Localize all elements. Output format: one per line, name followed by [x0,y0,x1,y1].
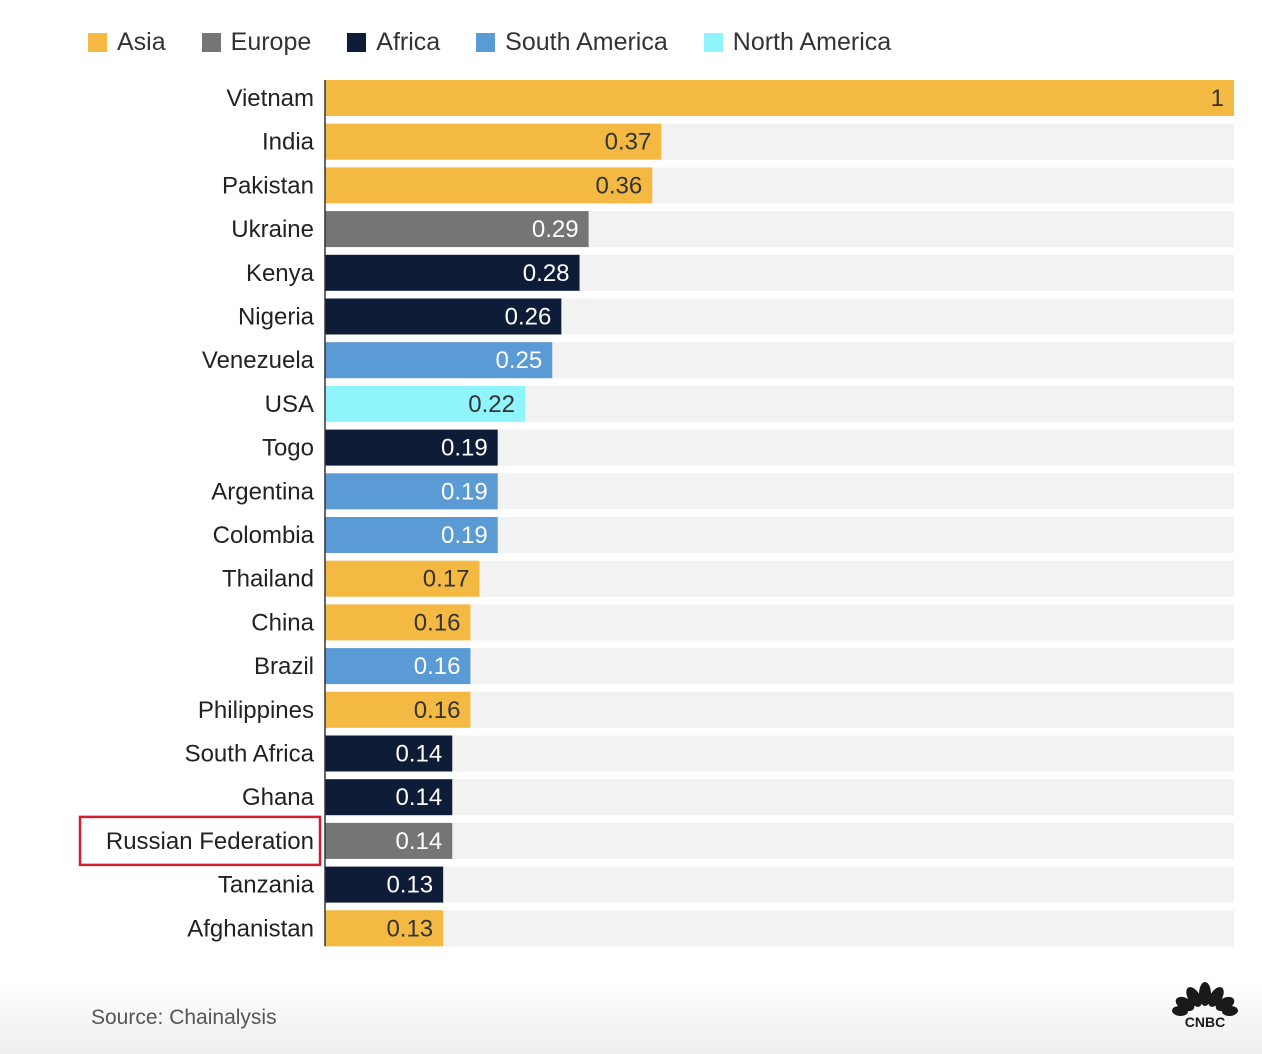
legend-label: Europe [230,27,312,56]
legend-swatch [476,32,496,52]
category-label-philippines: Philippines [198,697,314,724]
bar-pakistan [325,167,653,204]
bar-chart: Vietnam 1 India 0.37 Pakistan 0.36 Ukraine 0.29… [78,80,1234,947]
bar-philippines [325,691,471,728]
category-label-usa: USA [265,391,314,418]
bar-track-russian-federation [325,822,1234,859]
category-label-ghana: Ghana [242,784,315,811]
value-label-kenya: 0.28 [523,260,570,287]
category-label-russian-federation: Russian Federation [106,828,314,855]
value-label-russian-federation: 0.14 [396,828,443,855]
value-label-venezuela: 0.25 [496,347,543,374]
category-label-china: China [251,609,314,636]
legend-label: North America [732,27,892,56]
bar-togo [325,429,498,466]
legend-swatch [347,32,367,52]
category-label-argentina: Argentina [211,478,314,505]
bar-south-africa [325,735,453,772]
bar-usa [325,385,525,422]
legend-swatch [201,32,221,52]
value-label-argentina: 0.19 [441,478,488,505]
bar-vietnam [325,80,1234,116]
bar-brazil [325,648,471,685]
value-label-philippines: 0.16 [414,697,461,724]
legend-item-south-america: South America [476,28,668,57]
value-label-vietnam: 1 [1211,85,1224,112]
legend-label: Asia [117,27,166,56]
category-label-south-africa: South Africa [185,741,315,768]
legend-label: Africa [376,27,441,56]
value-label-ghana: 0.14 [396,784,443,811]
category-label-kenya: Kenya [246,260,315,287]
bar-track-china [325,604,1234,641]
legend-item-north-america: North America [703,27,892,57]
footer-band [0,980,1262,1054]
value-label-colombia: 0.19 [441,522,488,549]
value-label-south-africa: 0.14 [396,741,443,768]
cnbc-logo-icon: CNBC [1172,982,1238,1030]
legend-label: South America [505,27,668,56]
value-label-china: 0.16 [414,609,461,636]
value-label-thailand: 0.17 [423,566,470,593]
bar-kenya [325,254,580,291]
legend-swatch [88,32,107,52]
peacock-feathers [1172,982,1238,1017]
bar-india [325,123,662,160]
category-label-colombia: Colombia [213,522,315,549]
bar-argentina [325,473,498,510]
category-label-nigeria: Nigeria [238,304,315,331]
category-label-india: India [262,129,315,156]
bar-nigeria [325,298,562,335]
bar-russian-federation [325,822,453,859]
bar-track-afghanistan [325,910,1234,947]
legend-item-africa: Africa [347,28,440,57]
bar-track-philippines [325,691,1234,728]
value-label-brazil: 0.16 [414,653,461,680]
legend: Asia Europe Africa South America North Ameri… [88,22,927,62]
bar-colombia [325,517,498,553]
bar-tanzania [325,866,444,903]
bar-track-brazil [325,648,1234,685]
category-label-vietnam: Vietnam [226,85,314,112]
bar-thailand [325,560,480,597]
bar-track-tanzania [325,866,1234,903]
category-label-ukraine: Ukraine [231,216,314,243]
value-label-nigeria: 0.26 [505,304,552,331]
bar-venezuela [325,342,553,379]
legend-item-asia: Asia [88,28,166,57]
source-note: Source: Chainalysis [91,1006,277,1029]
category-label-brazil: Brazil [254,653,314,680]
category-label-tanzania: Tanzania [218,872,315,899]
value-label-india: 0.37 [605,129,652,156]
cnbc-logo-text: CNBC [1185,1014,1225,1030]
bar-afghanistan [325,910,444,947]
value-label-tanzania: 0.13 [386,872,433,899]
category-label-afghanistan: Afghanistan [187,915,314,942]
bar-track-south-africa [325,735,1234,772]
bar-ghana [325,779,453,816]
bar-china [325,604,471,641]
legend-item-europe: Europe [201,27,312,57]
value-label-usa: 0.22 [468,391,515,418]
bar-track-ghana [325,779,1234,816]
category-label-pakistan: Pakistan [222,172,314,199]
highlight-box [78,815,322,867]
legend-swatch [703,32,723,52]
bar-ukraine [325,211,589,248]
value-label-pakistan: 0.36 [596,172,643,199]
category-label-thailand: Thailand [222,566,314,593]
value-label-afghanistan: 0.13 [386,915,433,942]
value-label-togo: 0.19 [441,435,488,462]
category-label-togo: Togo [262,435,314,462]
value-label-ukraine: 0.29 [532,216,579,243]
category-label-venezuela: Venezuela [202,347,315,374]
